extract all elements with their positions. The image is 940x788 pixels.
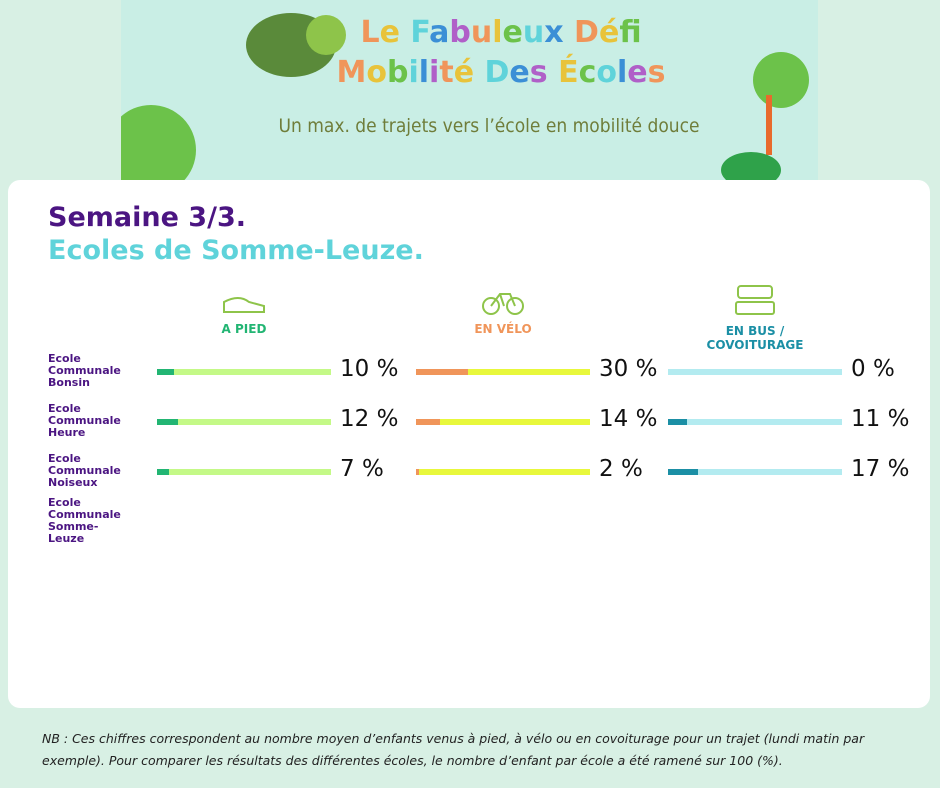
bar	[416, 469, 420, 475]
bar-track	[416, 369, 590, 375]
letter: e	[503, 15, 523, 50]
icon	[223, 297, 265, 313]
letter: É	[558, 54, 579, 90]
bar	[157, 419, 178, 425]
letter: b	[387, 55, 408, 90]
column-header: EN BUS / COVOITURAGE	[706, 324, 804, 352]
value-label: 2 %	[599, 456, 643, 482]
banner-title: Mobilité Des Écoles	[336, 54, 665, 90]
card-subtitle: Ecoles de Somme-Leuze.	[48, 235, 424, 266]
letter: o	[366, 55, 387, 90]
value-label: 14 %	[599, 406, 658, 432]
letter: b	[449, 15, 470, 50]
banner-title: Le Fabuleux Défi	[360, 15, 641, 50]
bar-track	[157, 469, 331, 475]
card: Semaine 3/3. Ecoles de Somme-Leuze. A PI…	[8, 180, 930, 708]
letter: l	[419, 55, 429, 90]
letter: i	[429, 55, 439, 90]
letter	[548, 55, 558, 90]
bar-track	[157, 369, 331, 375]
letter: D	[574, 15, 599, 50]
bar	[668, 419, 688, 425]
school-name: Ecole Communale Noiseux	[48, 452, 121, 489]
school-name: Ecole Communale Bonsin	[48, 352, 121, 389]
letter: u	[471, 15, 492, 50]
bush	[721, 152, 781, 182]
icon	[735, 285, 775, 315]
school-name: Ecole Communale Somme-Leuze	[48, 496, 121, 545]
icon	[482, 293, 524, 315]
letter: o	[596, 55, 617, 90]
letter: a	[429, 15, 449, 50]
footnote: NB : Ces chiffres correspondent au nombr…	[42, 731, 865, 768]
value-label: 7 %	[340, 456, 384, 482]
letter: l	[617, 55, 627, 90]
letter: t	[439, 55, 453, 90]
letter: f	[619, 15, 641, 50]
bar-track	[668, 469, 842, 475]
value-label: 17 %	[851, 456, 910, 482]
letter: c	[579, 55, 597, 90]
value-label: 10 %	[340, 356, 399, 382]
letter	[474, 55, 484, 90]
letter: s	[530, 55, 548, 90]
letter	[400, 15, 410, 50]
letter: M	[336, 55, 366, 90]
letter	[564, 15, 574, 50]
bar	[416, 369, 469, 375]
banner: Le Fabuleux Défi Mobilité Des Écoles Un …	[121, 0, 818, 182]
bar	[157, 369, 175, 375]
value-label: 30 %	[599, 356, 658, 382]
bar-track	[157, 419, 331, 425]
bar-track	[668, 369, 842, 375]
value-label: 11 %	[851, 406, 910, 432]
letter: é	[454, 55, 474, 90]
trunk	[766, 95, 772, 155]
column-header: EN VÉLO	[474, 322, 532, 336]
column-header: A PIED	[221, 322, 267, 336]
bar	[668, 469, 698, 475]
banner-bg	[121, 0, 818, 182]
letter: e	[380, 15, 400, 50]
card-title: Semaine 3/3.	[48, 202, 246, 233]
tree	[753, 52, 809, 108]
letter: F	[410, 15, 429, 50]
turtle-head	[306, 15, 346, 55]
bar	[157, 469, 170, 475]
value-label: 0 %	[851, 356, 895, 382]
letter: é	[599, 15, 619, 50]
letter: u	[523, 15, 544, 50]
letter: e	[627, 55, 647, 90]
bar	[416, 419, 441, 425]
value-label: 12 %	[340, 406, 399, 432]
letter: i	[408, 55, 418, 90]
letter: x	[544, 15, 563, 50]
letter: s	[648, 55, 666, 90]
letter: L	[360, 15, 379, 50]
banner-tagline: Un max. de trajets vers l’école en mobil…	[278, 115, 699, 137]
letter: l	[492, 15, 502, 50]
bar-track	[416, 419, 590, 425]
letter: e	[509, 55, 529, 90]
letter: D	[485, 55, 510, 90]
bar-track	[668, 419, 842, 425]
bar-track	[416, 469, 590, 475]
tree	[121, 105, 196, 182]
school-name: Ecole Communale Heure	[48, 402, 121, 439]
